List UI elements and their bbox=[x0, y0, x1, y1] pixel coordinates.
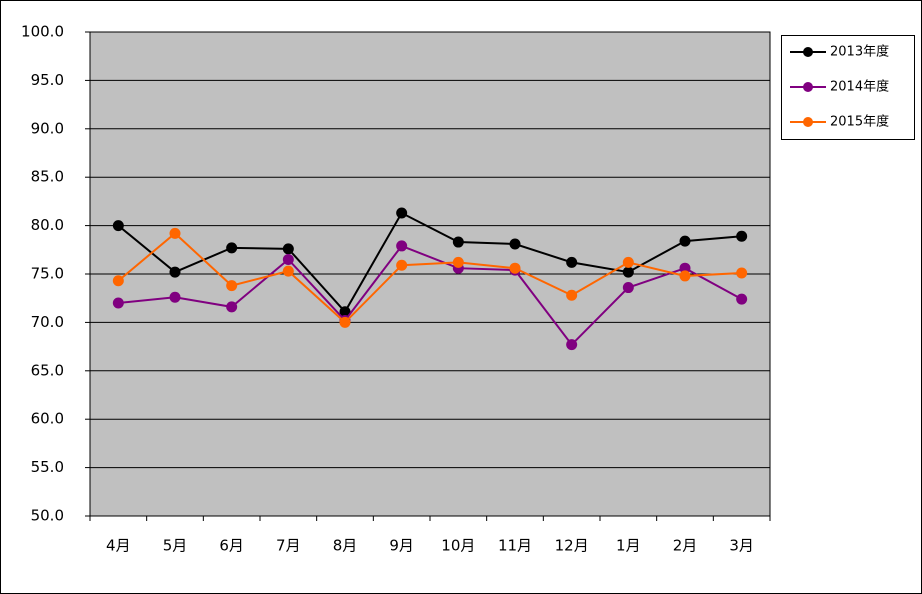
data-point bbox=[396, 207, 408, 219]
data-point bbox=[509, 262, 521, 274]
data-point bbox=[169, 227, 181, 239]
data-point bbox=[282, 243, 294, 255]
y-tick-label: 100.0 bbox=[21, 23, 64, 41]
y-tick-label: 60.0 bbox=[31, 410, 64, 428]
legend-marker bbox=[803, 117, 813, 127]
data-point bbox=[226, 242, 238, 254]
data-point bbox=[169, 266, 181, 278]
data-point bbox=[566, 339, 578, 351]
x-tick-label: 10月 bbox=[441, 537, 475, 555]
x-tick-label: 3月 bbox=[729, 537, 754, 555]
data-point bbox=[112, 275, 124, 287]
y-tick-label: 50.0 bbox=[31, 507, 64, 525]
data-point bbox=[112, 220, 124, 232]
data-point bbox=[566, 289, 578, 301]
data-point bbox=[339, 306, 351, 318]
data-point bbox=[736, 267, 748, 279]
data-point bbox=[452, 236, 464, 248]
data-point bbox=[339, 316, 351, 328]
data-point bbox=[112, 297, 124, 309]
data-point bbox=[736, 293, 748, 305]
y-tick-label: 70.0 bbox=[31, 313, 64, 331]
x-tick-label: 4月 bbox=[106, 537, 131, 555]
y-tick-label: 85.0 bbox=[31, 168, 64, 186]
data-point bbox=[226, 301, 238, 313]
series-line bbox=[118, 244, 743, 347]
data-point bbox=[622, 256, 634, 268]
series-line bbox=[117, 232, 742, 324]
x-tick-label: 9月 bbox=[389, 537, 414, 555]
x-tick-label: 1月 bbox=[616, 537, 641, 555]
series-line bbox=[117, 211, 742, 314]
y-tick-label: 80.0 bbox=[31, 216, 64, 234]
data-point bbox=[396, 259, 408, 271]
x-tick-label: 6月 bbox=[219, 537, 244, 555]
y-tick-label: 75.0 bbox=[31, 265, 64, 283]
data-point bbox=[622, 282, 634, 294]
x-tick-label: 12月 bbox=[555, 537, 589, 555]
legend-label: 2014年度 bbox=[830, 79, 889, 95]
data-point bbox=[509, 238, 521, 250]
x-tick-label: 2月 bbox=[673, 537, 698, 555]
data-point bbox=[679, 270, 691, 282]
legend-label: 2015年度 bbox=[830, 114, 889, 130]
data-point bbox=[396, 240, 408, 252]
data-point bbox=[622, 266, 634, 278]
data-point bbox=[282, 265, 294, 277]
data-point bbox=[452, 256, 464, 268]
data-point bbox=[169, 291, 181, 303]
x-tick-label: 5月 bbox=[163, 537, 188, 555]
y-tick-label: 95.0 bbox=[31, 71, 64, 89]
x-tick-label: 7月 bbox=[276, 537, 301, 555]
data-point bbox=[736, 230, 748, 242]
y-tick-label: 55.0 bbox=[31, 458, 64, 476]
x-tick-label: 8月 bbox=[333, 537, 358, 555]
data-point bbox=[226, 280, 238, 292]
x-tick-label: 11月 bbox=[498, 537, 532, 555]
data-point bbox=[679, 235, 691, 247]
y-tick-label: 90.0 bbox=[31, 119, 64, 137]
data-point bbox=[282, 253, 294, 265]
y-tick-label: 65.0 bbox=[31, 361, 64, 379]
legend-marker bbox=[803, 82, 813, 92]
legend-marker bbox=[803, 47, 813, 57]
legend-label: 2013年度 bbox=[830, 44, 889, 60]
data-point bbox=[679, 262, 691, 274]
data-point bbox=[566, 256, 578, 268]
